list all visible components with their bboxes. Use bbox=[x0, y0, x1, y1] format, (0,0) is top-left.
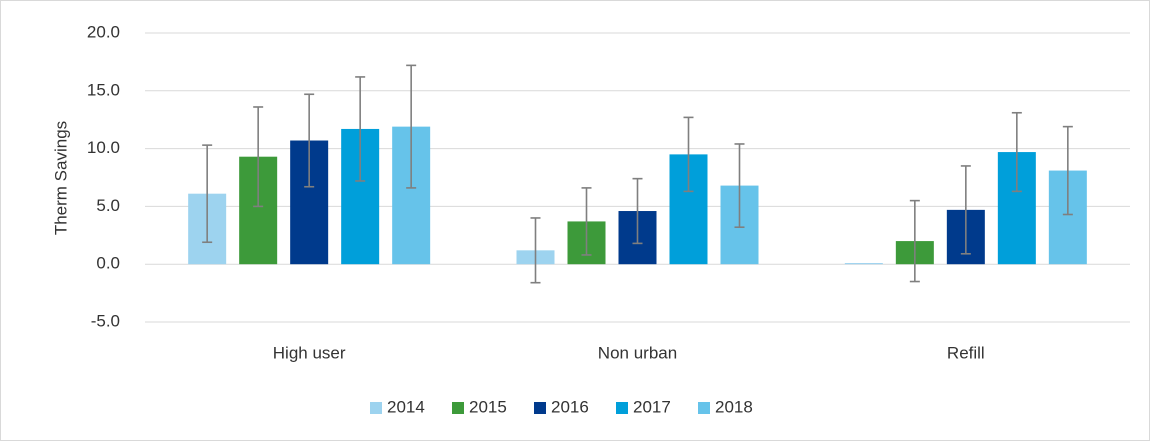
legend-swatch bbox=[698, 402, 710, 414]
y-tick-label: 5.0 bbox=[96, 196, 120, 215]
error-bar bbox=[581, 187, 592, 256]
y-tick-label: 20.0 bbox=[87, 22, 120, 41]
bar bbox=[844, 263, 883, 265]
error-bar bbox=[632, 177, 643, 245]
error-bar bbox=[683, 116, 694, 193]
error-bar bbox=[253, 106, 264, 208]
legend-swatch bbox=[370, 402, 382, 414]
error-bar bbox=[909, 199, 920, 283]
legend-label: 2015 bbox=[469, 397, 507, 416]
error-bar bbox=[530, 217, 541, 284]
legend-swatch bbox=[534, 402, 546, 414]
error-bar bbox=[1011, 111, 1022, 193]
error-bar bbox=[355, 76, 366, 182]
legend-label: 2017 bbox=[633, 397, 671, 416]
x-tick-label: Refill bbox=[947, 343, 985, 362]
y-tick-label: -5.0 bbox=[91, 311, 120, 330]
legend-label: 2018 bbox=[715, 397, 753, 416]
y-tick-label: 15.0 bbox=[87, 80, 120, 99]
x-tick-label: Non urban bbox=[598, 343, 677, 362]
error-bar bbox=[960, 165, 971, 255]
legend-label: 2014 bbox=[387, 397, 425, 416]
x-tick-label: High user bbox=[273, 343, 346, 362]
legend-swatch bbox=[452, 402, 464, 414]
error-bar bbox=[406, 64, 417, 189]
y-axis-label: Therm Savings bbox=[51, 121, 70, 235]
legend-label: 2016 bbox=[551, 397, 589, 416]
error-bar bbox=[734, 143, 745, 229]
legend-swatch bbox=[616, 402, 628, 414]
error-bar bbox=[304, 93, 315, 188]
y-tick-label: 0.0 bbox=[96, 254, 120, 273]
error-bar bbox=[202, 144, 213, 244]
y-tick-label: 10.0 bbox=[87, 138, 120, 157]
error-bar bbox=[1062, 125, 1073, 216]
